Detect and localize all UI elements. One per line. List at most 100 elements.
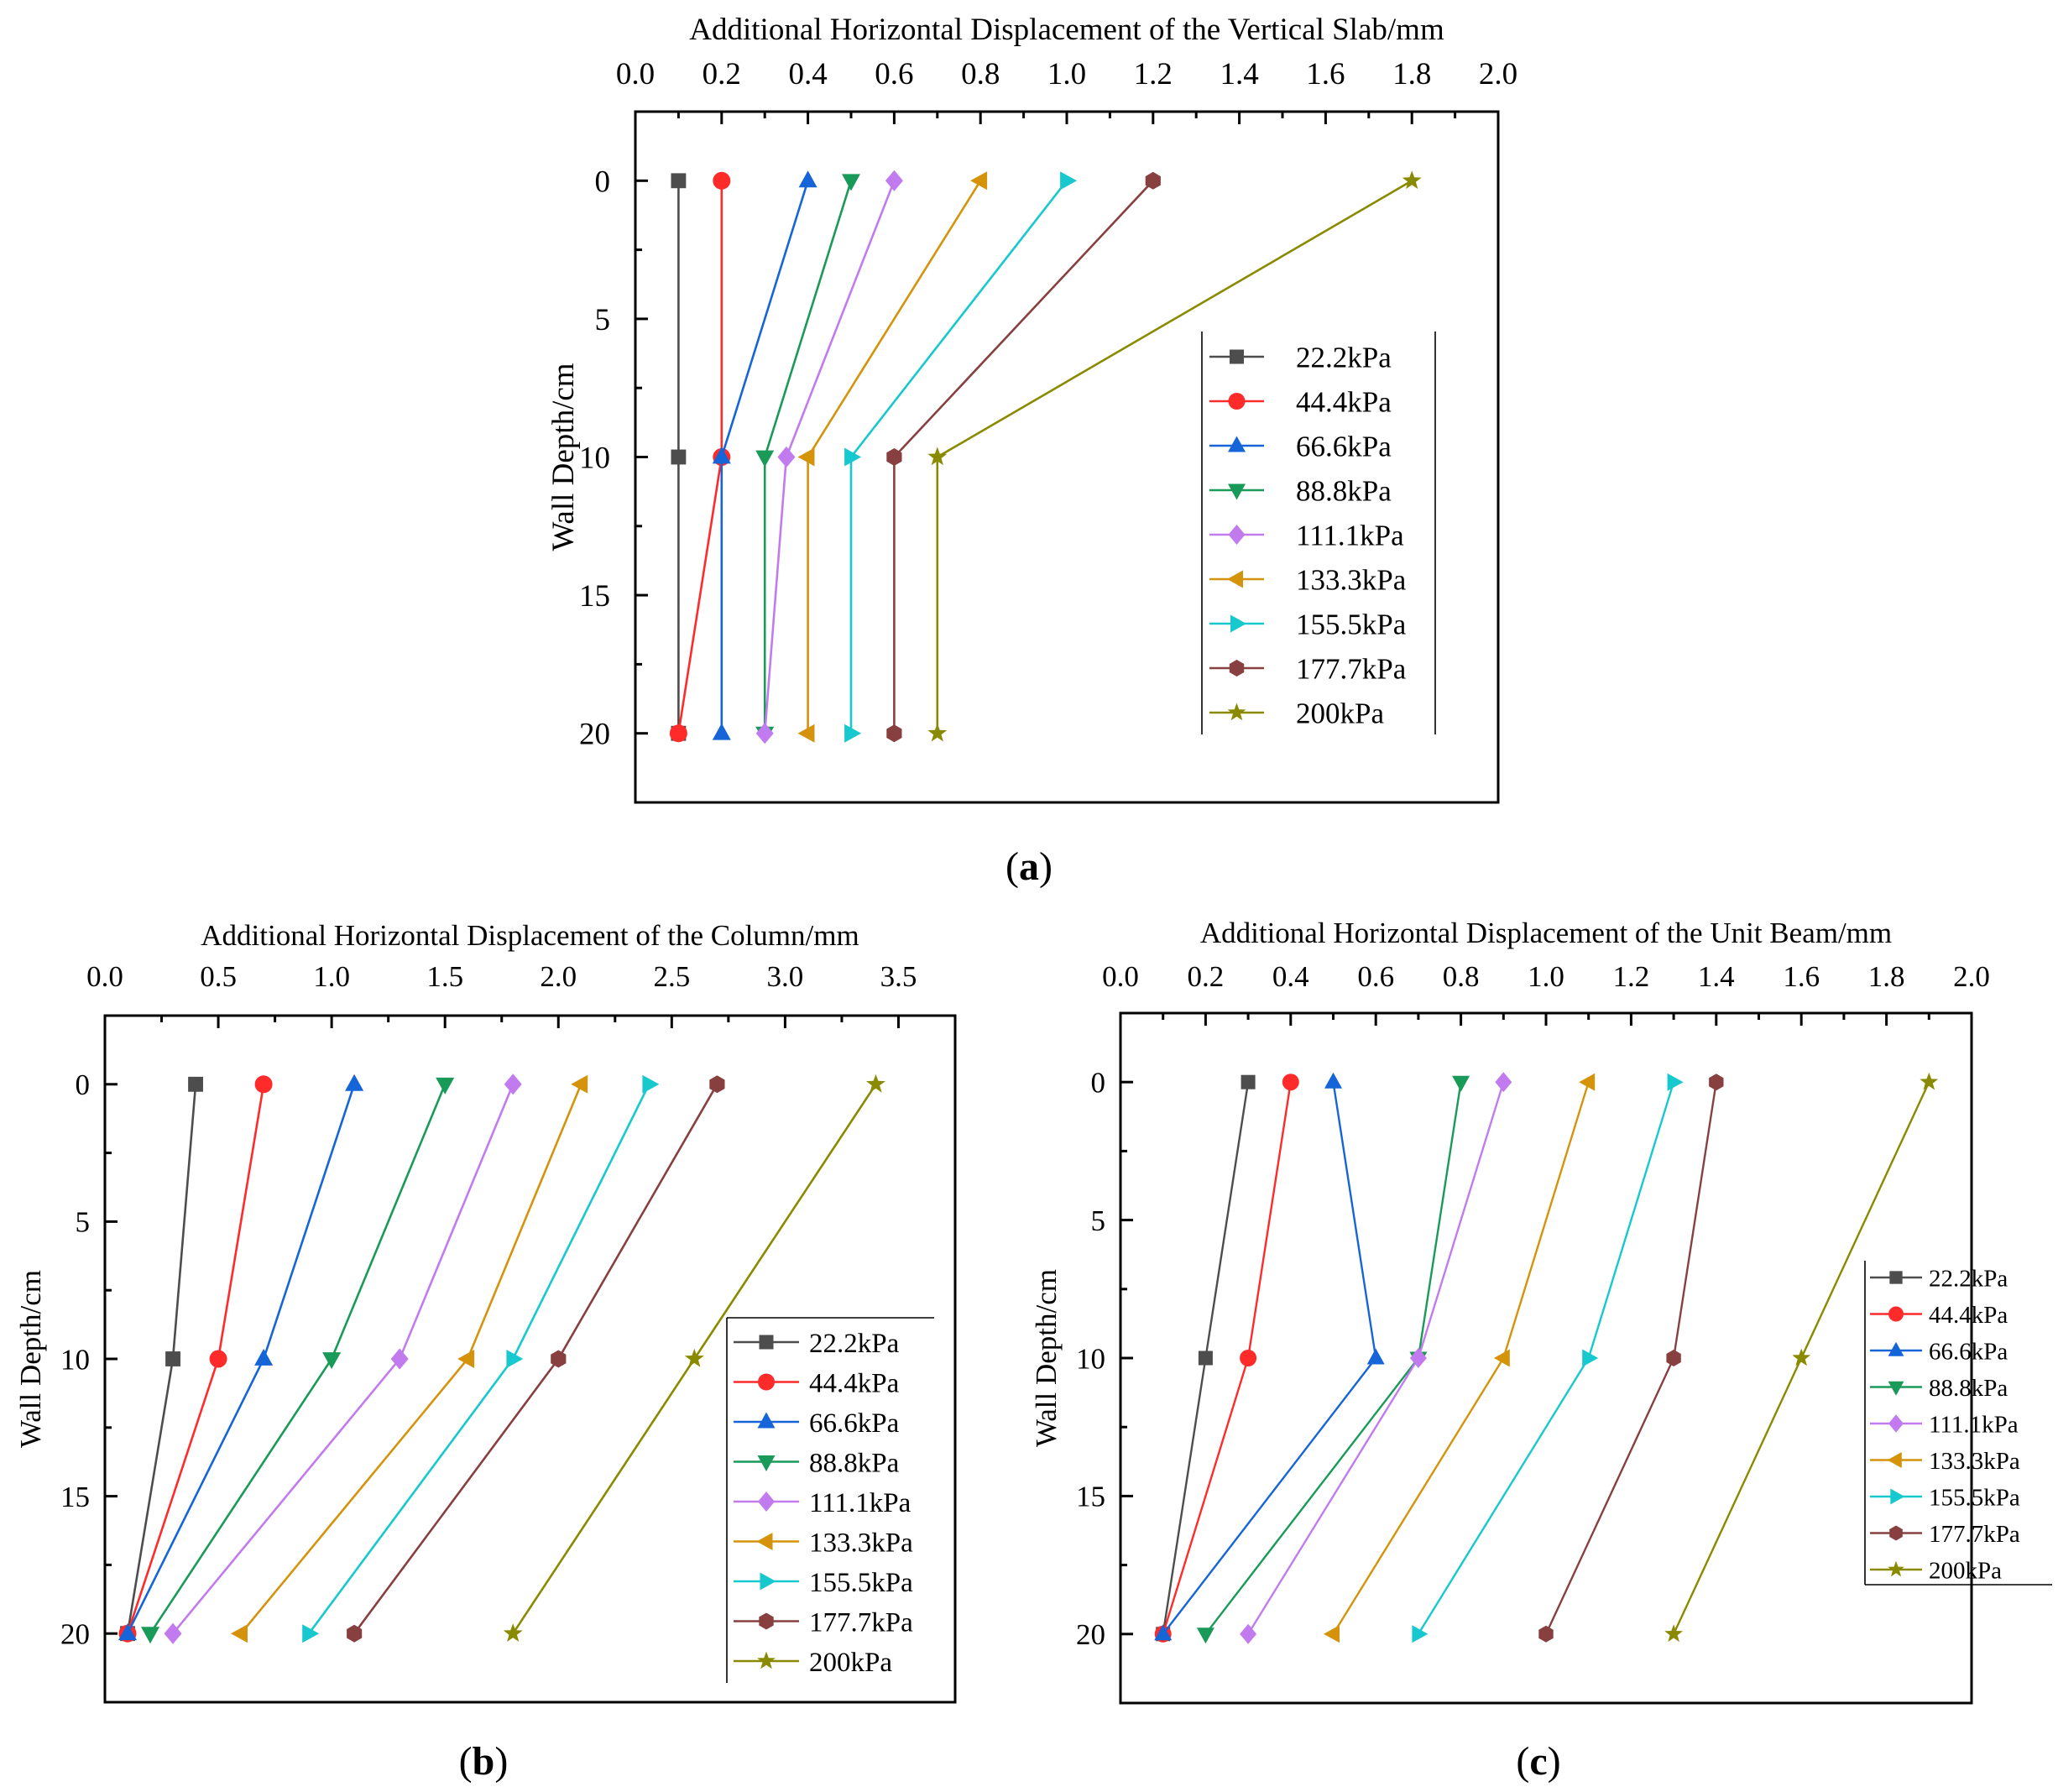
legend-label: 66.6kPa [1929,1338,2008,1365]
y-axis-label: Wall Depth/cm [14,1270,47,1448]
x-tick-label: 2.5 [653,960,690,993]
x-tick-label: 1.0 [1528,960,1564,993]
data-point [844,724,862,743]
data-point [712,447,731,464]
x-tick-label: 0.8 [1443,960,1480,993]
y-tick-label: 20 [60,1617,90,1650]
data-point [684,1348,704,1367]
legend-label: 111.1kPa [1929,1411,2019,1438]
x-tick-label: 1.8 [1392,57,1431,91]
legend-label: 111.1kPa [809,1488,911,1518]
y-tick-label: 5 [595,303,611,337]
data-point [1240,1623,1257,1644]
data-point [1241,1074,1256,1089]
legend-entry: 200kPa [1209,697,1384,730]
x-tick-label: 2.0 [1953,960,1990,993]
series-133.3kPa [1324,1073,1596,1643]
y-axis-label: Wall Depth/cm [1030,1269,1063,1447]
data-point [1324,1625,1340,1643]
data-point [1412,1625,1429,1643]
y-tick-label: 10 [1076,1342,1105,1375]
legend-entry: 177.7kPa [734,1607,913,1638]
x-tick-label: 3.5 [880,960,917,993]
series-line [126,1084,265,1634]
data-point [797,724,815,743]
data-point [777,446,796,468]
legend-label: 44.4kPa [809,1368,900,1398]
legend-label: 88.8kPa [1296,475,1392,508]
x-tick-label: 0.6 [875,57,913,91]
legend-entry: 22.2kPa [734,1329,900,1359]
legend-marker [757,1651,776,1669]
data-point [842,174,860,191]
data-point [1709,1074,1724,1091]
legend-label: 200kPa [809,1648,892,1678]
legend-entry: 111.1kPa [734,1488,911,1518]
legend-label: 177.7kPa [809,1607,913,1638]
legend-entry: 155.5kPa [1209,609,1407,641]
data-point [642,1074,660,1094]
y-tick-label: 15 [60,1481,90,1513]
legend-label: 22.2kPa [1929,1265,2008,1292]
legend-marker [757,1412,776,1429]
data-point [1196,1627,1214,1644]
series-200kPa [927,170,1422,742]
legend-marker [1227,703,1246,721]
data-point [866,1074,885,1093]
legend-entry: 111.1kPa [1870,1411,2019,1438]
y-axis-left: 0 5 10 15 20 [60,1068,118,1650]
data-point [844,447,862,467]
data-point [1240,1350,1257,1366]
legend-label: 88.8kPa [809,1448,900,1478]
series-155.5kPa [1412,1073,1684,1643]
y-tick-label: 15 [579,579,610,614]
legend-entry: 44.4kPa [1870,1302,2008,1329]
legend-label: 133.3kPa [1296,564,1407,597]
legend-label: 66.6kPa [809,1408,900,1439]
legend-marker [1888,1414,1904,1433]
data-point [1145,171,1161,190]
series-200kPa [1664,1072,1939,1643]
data-point [1792,1348,1811,1366]
series-155.5kPa [302,1074,660,1643]
data-point [797,447,815,467]
x-tick-label: 1.2 [1134,57,1173,91]
x-tick-label: 0.0 [616,57,655,91]
series-line [1417,1081,1675,1635]
legend-marker [1228,483,1246,500]
legend-marker [758,1373,775,1391]
legend-label: 200kPa [1296,697,1384,730]
data-point [1493,1349,1510,1367]
legend-entry: 66.6kPa [1209,431,1392,463]
data-point [970,171,988,191]
legend-label: 44.4kPa [1929,1302,2008,1329]
x-tick-label: 0.8 [961,57,1000,91]
data-point [1452,1075,1470,1092]
legend-marker [1228,393,1246,410]
y-tick-label: 15 [1076,1481,1105,1513]
legend-marker [1888,1381,1904,1396]
legend-entry: 155.5kPa [1870,1484,2020,1511]
legend-label: 200kPa [1929,1557,2002,1584]
data-point [885,170,903,191]
legend-entry: 88.8kPa [1870,1375,2008,1402]
legend-marker [1230,614,1246,633]
series-177.7kPa [1538,1074,1724,1643]
series-66.6kPa [118,1074,364,1641]
legend-marker [1888,1560,1904,1577]
legend-label: 22.2kPa [1296,342,1392,374]
legend-entry: 177.7kPa [1870,1521,2020,1548]
data-point [506,1350,524,1368]
series-line [1544,1082,1717,1635]
y-tick-label: 10 [579,441,610,475]
y-tick-label: 10 [60,1343,90,1376]
data-point [457,1350,475,1368]
data-point [254,1348,274,1366]
data-point [164,1622,182,1644]
x-tick-label: 0.0 [86,960,123,993]
x-tick-label: 0.2 [1188,960,1225,993]
series-177.7kPa [886,171,1161,743]
series-line [849,180,1068,734]
series-111.1kPa [164,1074,522,1644]
legend-entry: 133.3kPa [1870,1448,2020,1475]
